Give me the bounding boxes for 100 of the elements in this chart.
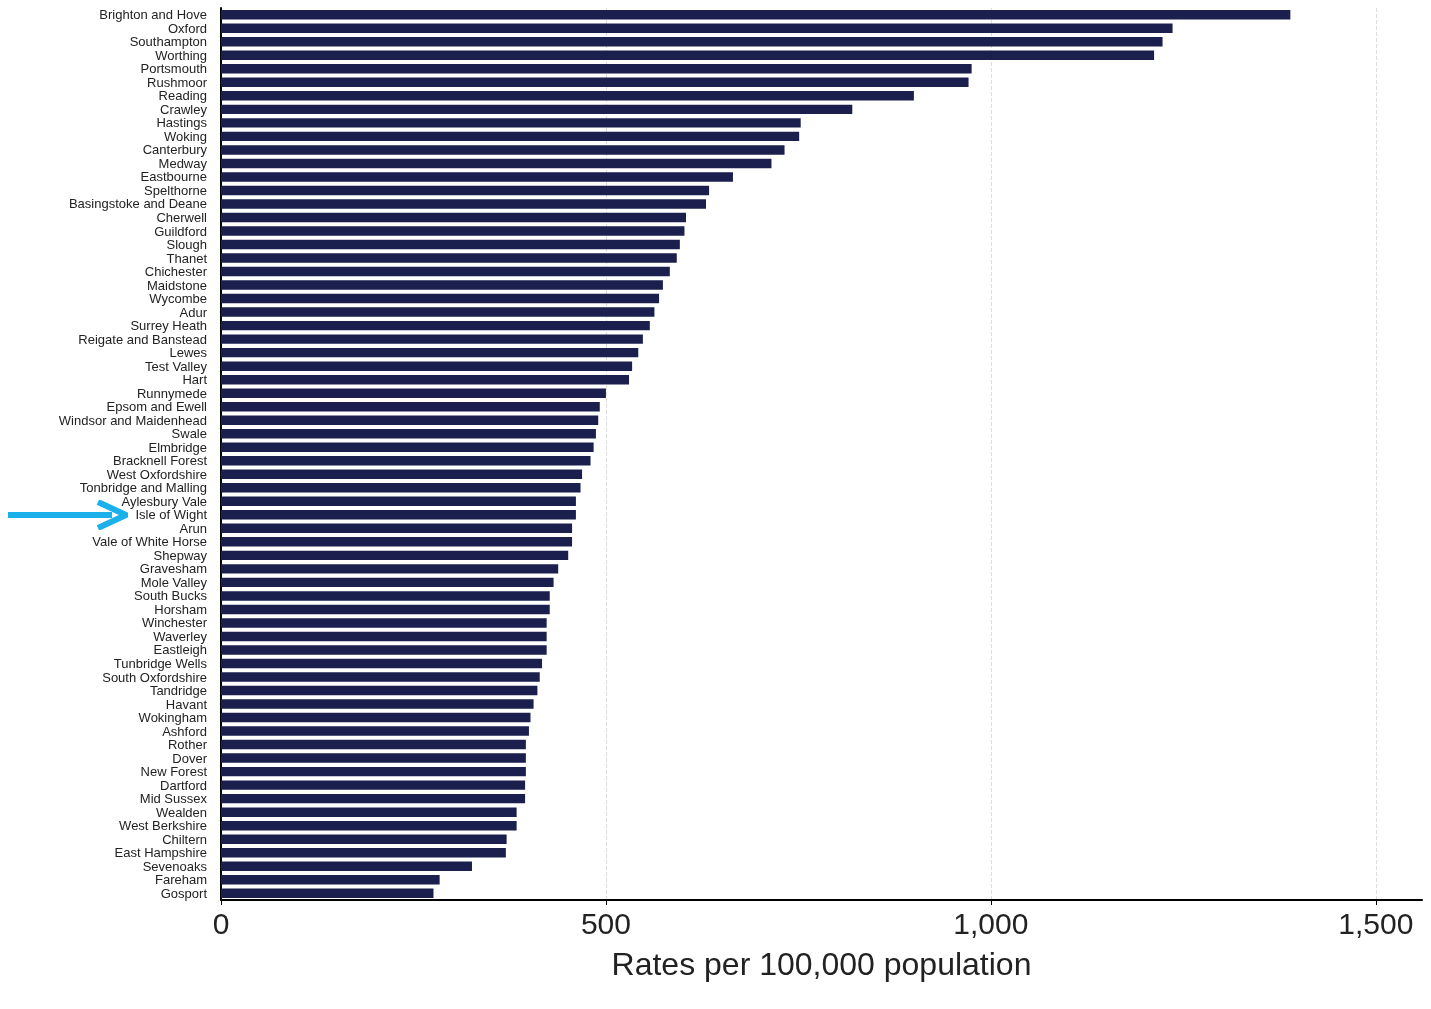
bar — [221, 347, 639, 358]
bar — [221, 834, 507, 844]
bar — [221, 618, 547, 628]
bar — [221, 131, 800, 142]
y-tick-label: Wokingham — [138, 710, 207, 726]
bar — [221, 253, 677, 263]
y-tick-label: Horsham — [154, 601, 207, 617]
y-tick-label: Tonbridge and Malling — [79, 480, 207, 496]
y-tick-label: Tandridge — [149, 683, 207, 699]
bar — [221, 577, 554, 588]
y-tick-label: Surrey Heath — [130, 318, 207, 334]
bar — [221, 91, 914, 101]
bar — [221, 875, 440, 885]
bar — [221, 239, 680, 250]
y-tick-label: Chiltern — [162, 831, 207, 847]
bar — [221, 510, 576, 520]
bar — [221, 699, 534, 709]
bar — [221, 429, 596, 439]
bar — [221, 888, 434, 898]
bar — [221, 726, 529, 736]
bar — [221, 226, 685, 236]
y-tick-label: Epsom and Ewell — [106, 399, 208, 415]
y-tick-label: Mole Valley — [140, 574, 208, 590]
bar — [221, 807, 517, 817]
bar — [221, 293, 660, 304]
y-tick-label: Southampton — [129, 34, 207, 50]
bar — [221, 456, 591, 466]
bar — [221, 685, 538, 696]
y-tick-label: Gosport — [160, 885, 208, 901]
y-tick-label: East Hampshire — [114, 845, 207, 861]
bar — [221, 523, 573, 534]
bar — [221, 550, 569, 561]
bar — [221, 77, 969, 88]
bar — [221, 388, 606, 398]
y-tick-label: Vale of White Horse — [92, 534, 207, 550]
bar — [221, 415, 599, 425]
y-tick-label: West Oxfordshire — [106, 466, 207, 482]
bar — [221, 307, 655, 317]
x-tick-label: 1,000 — [953, 906, 1029, 940]
bar — [221, 847, 506, 858]
bar — [221, 564, 559, 574]
y-tick-label: Oxford — [167, 20, 207, 36]
bar — [221, 64, 972, 74]
y-tick-label: Slough — [166, 237, 207, 253]
x-tick-label: 500 — [580, 906, 631, 940]
y-tick-label: Reading — [158, 88, 207, 104]
bar — [221, 401, 600, 412]
x-tick-label: 0 — [212, 906, 230, 940]
bar — [221, 483, 581, 493]
bar — [221, 10, 1291, 20]
bar — [221, 604, 550, 615]
y-tick-label: Lewes — [169, 345, 208, 361]
bar — [221, 145, 785, 155]
bar — [221, 185, 710, 196]
bar — [221, 50, 1155, 61]
y-tick-label: Fareham — [154, 872, 207, 888]
y-tick-label: Portsmouth — [140, 61, 207, 77]
y-tick-label: Rother — [167, 737, 208, 753]
bar — [221, 23, 1173, 33]
bar — [221, 658, 543, 669]
bar — [221, 780, 526, 790]
y-tick-label: Shepway — [153, 547, 208, 563]
y-tick-label: Maidstone — [147, 277, 207, 293]
y-tick-label: Mid Sussex — [139, 791, 208, 807]
y-tick-label: Test Valley — [145, 358, 208, 374]
bar — [221, 442, 594, 452]
bar — [221, 766, 526, 777]
y-tick-label: Wycombe — [149, 291, 207, 307]
y-tick-label: Swale — [171, 426, 207, 442]
bar — [221, 320, 650, 331]
bar — [221, 537, 573, 547]
y-tick-label: New Forest — [140, 764, 208, 780]
y-tick-label: Chichester — [144, 264, 208, 280]
bar — [221, 631, 547, 642]
y-tick-label: Rushmoor — [147, 74, 208, 90]
bar — [221, 266, 670, 277]
bar — [221, 172, 733, 182]
bar — [221, 861, 472, 871]
bar — [221, 645, 547, 655]
y-tick-label: Brighton and Hove — [99, 7, 207, 23]
y-tick-label: Runnymede — [136, 385, 207, 401]
y-tick-label: Spelthorne — [144, 182, 207, 198]
bar — [221, 104, 853, 115]
bar — [221, 374, 630, 385]
y-tick-label: Wealden — [155, 804, 207, 820]
y-tick-label: Winchester — [141, 615, 208, 631]
bar — [221, 793, 526, 804]
bar — [221, 118, 801, 128]
x-axis-title: Rates per 100,000 population — [611, 946, 1032, 982]
bar — [221, 739, 526, 750]
y-tick-label: Elmbridge — [148, 439, 207, 455]
y-tick-label: Dover — [172, 750, 208, 766]
bar — [221, 37, 1163, 47]
bar — [221, 469, 583, 479]
bar — [221, 712, 531, 723]
x-tick-label: 1,500 — [1338, 906, 1414, 940]
y-tick-label: Dartford — [160, 777, 207, 793]
bar — [221, 672, 540, 682]
bar — [221, 496, 576, 507]
bar — [221, 753, 526, 763]
